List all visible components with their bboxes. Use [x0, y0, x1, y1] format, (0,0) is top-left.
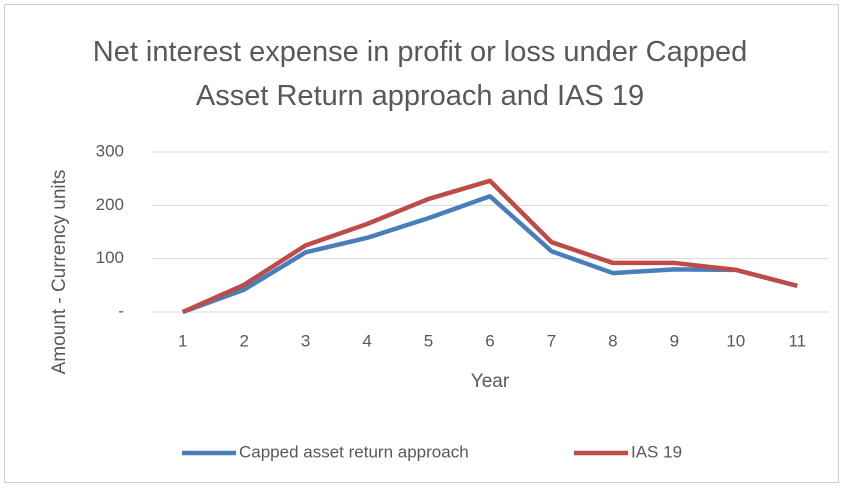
y-tick-label: -: [118, 301, 124, 320]
x-axis-label: Year: [471, 371, 510, 392]
x-tick-label: 1: [178, 331, 187, 350]
x-tick-label: 9: [670, 331, 679, 350]
chart-frame: [4, 4, 839, 483]
y-tick-label: 300: [96, 141, 124, 160]
x-tick-label: 3: [301, 331, 310, 350]
x-tick-label: 7: [547, 331, 556, 350]
x-tick-label: 10: [726, 331, 745, 350]
series-line: [181, 178, 798, 315]
x-tick-label: 2: [239, 331, 248, 350]
x-tick-label: 5: [424, 331, 433, 350]
x-tick-label: 8: [608, 331, 617, 350]
y-tick-label: 200: [96, 195, 124, 214]
x-tick-label: 6: [485, 331, 494, 350]
legend-label: Capped asset return approach: [239, 442, 469, 461]
y-tick-label: 100: [96, 248, 124, 267]
y-axis-label: Amount - Currency units: [49, 170, 70, 375]
legend-label: IAS 19: [631, 442, 682, 461]
chart-title: Net interest expense in profit or loss u…: [92, 36, 748, 112]
x-tick-label: 11: [788, 331, 806, 350]
series-line: [181, 194, 798, 315]
x-tick-label: 4: [362, 331, 371, 350]
